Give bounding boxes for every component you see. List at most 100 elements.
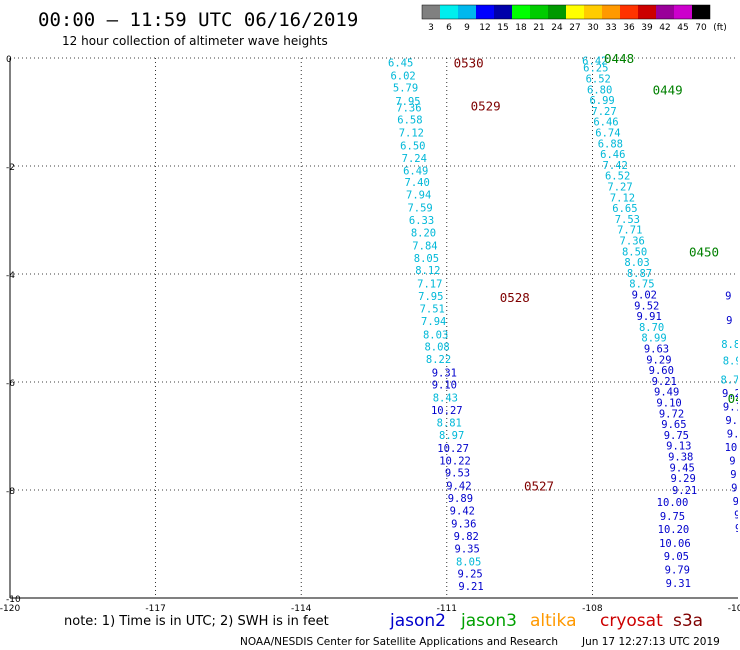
wave-height-value: 8.03 — [423, 329, 448, 341]
wave-height-value: 7.42 — [603, 160, 628, 172]
wave-height-value: 6.45 — [388, 57, 413, 69]
x-tick-label: -105 — [728, 604, 740, 614]
wave-height-value: 7.95 — [418, 291, 443, 303]
wave-height-value: 9.25 — [457, 569, 482, 581]
y-tick-label: 0 — [6, 55, 12, 65]
wave-height-value: 7.27 — [607, 182, 632, 194]
wave-height-value: 8.12 — [415, 265, 440, 277]
wave-height-value: 8.81 — [437, 418, 462, 430]
plot-area: -120 -117 -114 -111 -108 -105 0 -2 -4 -6 -8 -10 6.45… — [0, 51, 740, 614]
wave-height-value: 8.08 — [424, 341, 449, 353]
wave-height-value: 10.27 — [437, 443, 469, 455]
wave-height-value: 9.75 — [664, 430, 689, 442]
wave-height-value: 9.56 — [730, 469, 740, 481]
pass-time-label: 045 — [728, 391, 740, 406]
color-scale-bar: 3 6 9 12 15 18 21 24 27 30 33 36 39 42 45 70 (ft) — [421, 4, 727, 33]
wave-height-value: 10.20 — [658, 524, 690, 536]
credit-text: NOAA/NESDIS Center for Satellite Applica… — [240, 636, 558, 648]
wave-height-value: 8.43 — [433, 393, 458, 405]
color-swatch — [494, 5, 512, 19]
wave-height-value: 9.10 — [656, 398, 681, 410]
wave-height-value: 10.03 — [725, 442, 740, 454]
wave-height-value: 7.17 — [417, 279, 442, 291]
wave-height-value: 9.21 — [458, 581, 483, 593]
color-swatch — [530, 5, 548, 19]
x-tick-label: -120 — [0, 604, 20, 614]
wave-height-value: 8.70 — [639, 322, 664, 334]
color-swatch — [620, 5, 638, 19]
wave-height-value: 8.97 — [439, 430, 464, 442]
wave-height-value: 7.27 — [591, 106, 616, 118]
wave-height-value: 9.31 — [432, 367, 457, 379]
wave-height-value: 10.27 — [431, 405, 463, 417]
wave-height-value: 8.22 — [426, 354, 451, 366]
y-tick-label: -4 — [6, 271, 15, 281]
pass-time-label: 0528 — [500, 290, 530, 305]
wave-height-value: 6.74 — [595, 128, 620, 140]
color-scale-label: 33 — [605, 23, 616, 33]
color-scale-label: 24 — [551, 23, 563, 33]
color-scale-label: 12 — [479, 23, 490, 33]
wave-height-value: 7.59 — [407, 203, 432, 215]
legend-s3a: s3a — [673, 611, 703, 631]
legend-jason2: jason2 — [389, 611, 446, 631]
color-scale-label: 70 — [695, 23, 707, 33]
wave-height-value: 6.02 — [390, 70, 415, 82]
wave-height-value: 6.33 — [409, 215, 434, 227]
color-swatch — [656, 5, 674, 19]
y-tick-label: -10 — [6, 595, 21, 605]
wave-height-value: 9.35 — [455, 543, 480, 555]
color-swatch — [692, 5, 710, 19]
pass-time-label: 0450 — [689, 244, 719, 259]
wave-height-value: 8.03 — [624, 257, 649, 269]
wave-height-value: 6.46 — [600, 149, 625, 161]
color-swatch — [512, 5, 530, 19]
wave-height-value: 6.25 — [583, 63, 608, 75]
wave-height-value: 6.46 — [593, 117, 618, 129]
wave-height-value: 9.28 — [729, 455, 740, 467]
wave-height-value: 8.50 — [622, 246, 647, 258]
wave-height-value: 9.42 — [450, 506, 475, 518]
wave-height-value: 8.05 — [414, 253, 439, 265]
wave-height-value: 9.60 — [649, 365, 674, 377]
y-tick-label: -8 — [6, 487, 15, 497]
wave-height-value: 7.36 — [396, 103, 421, 115]
wave-height-value: 9.75 — [660, 511, 685, 523]
color-swatch — [584, 5, 602, 19]
wave-height-value: 9.36 — [451, 518, 476, 530]
wave-height-value: 6.52 — [605, 171, 630, 183]
wave-height-value: 9.35 — [735, 523, 740, 535]
wave-height-value: 7.24 — [402, 153, 427, 165]
wave-height-value: 7.84 — [412, 240, 437, 252]
y-tick-label: -2 — [6, 163, 15, 173]
color-swatch — [602, 5, 620, 19]
wave-height-value: 8.87 — [627, 268, 652, 280]
color-scale-label: 39 — [641, 23, 653, 33]
wave-height-value: 8.99 — [641, 333, 666, 345]
wave-height-value: 7.95 — [395, 96, 420, 108]
chart-subtitle: 12 hour collection of altimeter wave hei… — [62, 34, 328, 48]
color-scale-unit: (ft) — [713, 23, 727, 33]
pass-time-label: 0448 — [604, 51, 634, 66]
color-scale-label: 21 — [533, 23, 544, 33]
wave-height-value: 9 — [725, 291, 731, 303]
wave-height-value: 6.65 — [612, 203, 637, 215]
color-scale-label: 9 — [464, 23, 470, 33]
wave-height-value: 5.79 — [393, 83, 418, 95]
wave-height-value: 9.29 — [671, 473, 696, 485]
x-tick-label: -111 — [437, 604, 457, 614]
wave-height-value: 9.21 — [652, 376, 677, 388]
wave-height-value: 6.80 — [587, 84, 612, 96]
wave-height-value: 9.53 — [445, 468, 470, 480]
color-swatch — [476, 5, 494, 19]
wave-height-value: 9.47 — [727, 428, 740, 440]
color-swatch — [548, 5, 566, 19]
color-scale-label: 6 — [446, 23, 452, 33]
x-tick-label: -117 — [145, 604, 165, 614]
wave-height-value: 9.82 — [454, 531, 479, 543]
pass-time-label: 0530 — [454, 55, 484, 70]
wave-height-value: 7.12 — [610, 192, 635, 204]
color-scale-label: 30 — [587, 23, 599, 33]
wave-height-value: 9 — [726, 315, 732, 327]
